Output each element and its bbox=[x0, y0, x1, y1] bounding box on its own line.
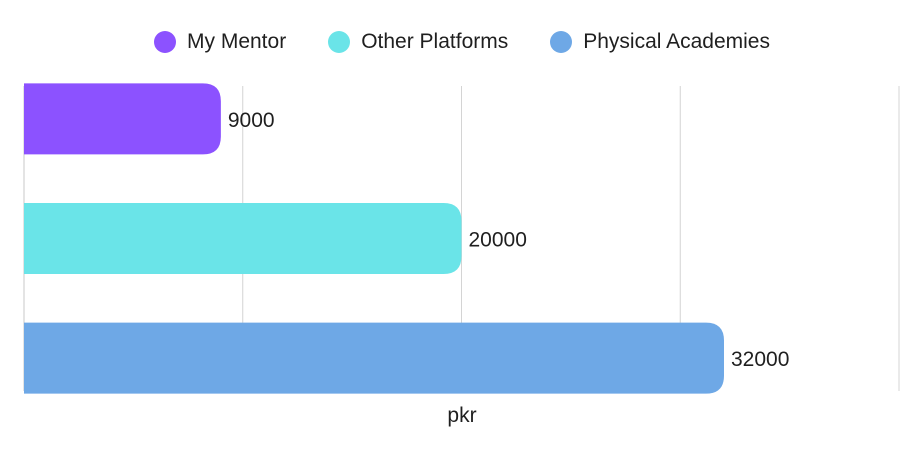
bar bbox=[24, 83, 221, 155]
legend: My Mentor Other Platforms Physical Academi… bbox=[0, 30, 924, 54]
legend-label: Other Platforms bbox=[361, 30, 509, 53]
data-label: 9000 bbox=[228, 109, 275, 132]
x-axis-label: pkr bbox=[447, 404, 477, 427]
legend-swatch bbox=[154, 31, 176, 53]
legend-item: Other Platforms bbox=[328, 30, 508, 54]
bar bbox=[24, 203, 462, 274]
bar bbox=[24, 322, 724, 394]
legend-item: My Mentor bbox=[154, 30, 286, 54]
data-label: 20000 bbox=[469, 229, 527, 252]
legend-item: Physical Academies bbox=[550, 30, 770, 54]
legend-label: Physical Academies bbox=[583, 30, 770, 53]
legend-swatch bbox=[550, 31, 573, 53]
data-label: 32000 bbox=[731, 348, 789, 371]
legend-swatch bbox=[328, 31, 351, 53]
legend-label: My Mentor bbox=[187, 30, 287, 53]
